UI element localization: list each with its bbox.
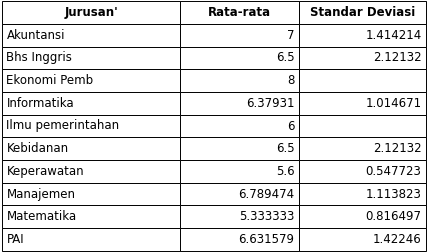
Text: Matematika: Matematika (6, 210, 77, 223)
Text: 0.816497: 0.816497 (366, 210, 422, 223)
Text: 8: 8 (287, 74, 294, 87)
Bar (299, 1, 426, 24)
Bar (299, 183, 426, 205)
Text: 7: 7 (287, 29, 294, 42)
Bar (299, 228, 426, 251)
Text: 6.5: 6.5 (276, 51, 294, 65)
Bar (2, 160, 180, 183)
Bar (2, 228, 180, 251)
Bar (299, 24, 426, 47)
Bar (299, 115, 426, 137)
Bar (2, 47, 180, 69)
Bar (2, 137, 180, 160)
Bar (299, 137, 426, 160)
Bar (180, 137, 299, 160)
Bar (180, 228, 299, 251)
Bar (180, 115, 299, 137)
Bar (299, 47, 426, 69)
Text: 1.414214: 1.414214 (366, 29, 422, 42)
Bar (180, 160, 299, 183)
Bar (299, 160, 426, 183)
Text: Ekonomi Pemb: Ekonomi Pemb (6, 74, 94, 87)
Text: 6.789474: 6.789474 (238, 187, 294, 201)
Bar (2, 92, 180, 115)
Bar (299, 69, 426, 92)
Text: 6.631579: 6.631579 (238, 233, 294, 246)
Text: Informatika: Informatika (6, 97, 74, 110)
Text: PAI: PAI (6, 233, 24, 246)
Bar (2, 24, 180, 47)
Bar (180, 24, 299, 47)
Text: 0.547723: 0.547723 (366, 165, 422, 178)
Text: Jurusan': Jurusan' (64, 6, 118, 19)
Bar (299, 92, 426, 115)
Text: Rata-rata: Rata-rata (208, 6, 271, 19)
Text: 6.37931: 6.37931 (246, 97, 294, 110)
Bar (180, 69, 299, 92)
Bar (180, 47, 299, 69)
Text: 2.12132: 2.12132 (373, 142, 422, 155)
Text: 6: 6 (287, 119, 294, 133)
Bar (2, 183, 180, 205)
Bar (180, 1, 299, 24)
Text: Kebidanan: Kebidanan (6, 142, 68, 155)
Bar (2, 1, 180, 24)
Text: 5.333333: 5.333333 (239, 210, 294, 223)
Bar (2, 205, 180, 228)
Bar (180, 92, 299, 115)
Text: Ilmu pemerintahan: Ilmu pemerintahan (6, 119, 119, 133)
Text: Keperawatan: Keperawatan (6, 165, 84, 178)
Text: Standar Deviasi: Standar Deviasi (310, 6, 415, 19)
Text: Bhs Inggris: Bhs Inggris (6, 51, 72, 65)
Bar (180, 205, 299, 228)
Text: 2.12132: 2.12132 (373, 51, 422, 65)
Bar (2, 69, 180, 92)
Text: 6.5: 6.5 (276, 142, 294, 155)
Text: 5.6: 5.6 (276, 165, 294, 178)
Bar (299, 205, 426, 228)
Bar (2, 115, 180, 137)
Text: Manajemen: Manajemen (6, 187, 75, 201)
Text: 1.113823: 1.113823 (366, 187, 422, 201)
Bar (180, 183, 299, 205)
Text: 1.42246: 1.42246 (373, 233, 422, 246)
Text: Akuntansi: Akuntansi (6, 29, 65, 42)
Text: 1.014671: 1.014671 (366, 97, 422, 110)
